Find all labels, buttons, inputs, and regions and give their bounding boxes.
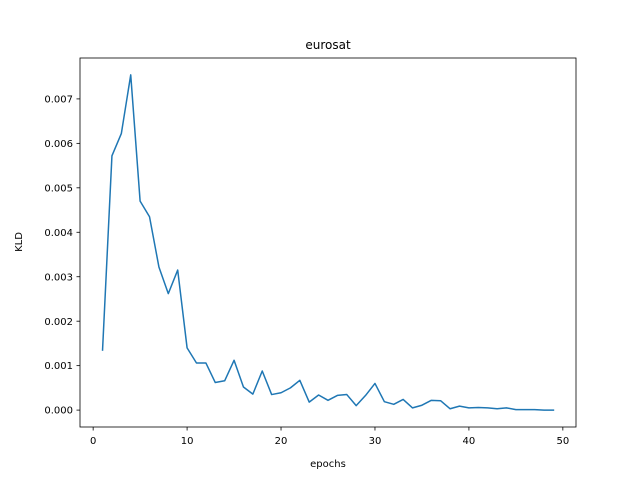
kld-line: [101, 74, 555, 411]
x-tick-label: 30: [369, 436, 382, 447]
plot-area: 0 10 20 30 40 50 0.000 0.001 0.002 0.003 0.004 0.00…: [44, 57, 577, 447]
y-tick-label: 0.002: [44, 317, 73, 328]
x-tick-label: 10: [181, 436, 194, 447]
y-tick-label: 0.004: [44, 228, 73, 239]
x-tick-label: 50: [556, 436, 569, 447]
y-tick-label: 0.007: [44, 95, 73, 106]
y-tick-label: 0.001: [44, 361, 73, 372]
x-tick-label: 40: [463, 436, 476, 447]
y-tick-label: 0.006: [44, 139, 73, 150]
x-axis-label: epochs: [310, 459, 346, 470]
axes-frame: [79, 57, 577, 428]
y-axis-label: KLD: [14, 232, 25, 252]
chart-title: eurosat: [305, 38, 351, 52]
x-tick-label: 20: [275, 436, 288, 447]
x-tick-label: 0: [90, 436, 96, 447]
y-tick-label: 0.000: [44, 406, 73, 417]
y-tick-label: 0.003: [44, 272, 73, 283]
y-tick-label: 0.005: [44, 183, 73, 194]
